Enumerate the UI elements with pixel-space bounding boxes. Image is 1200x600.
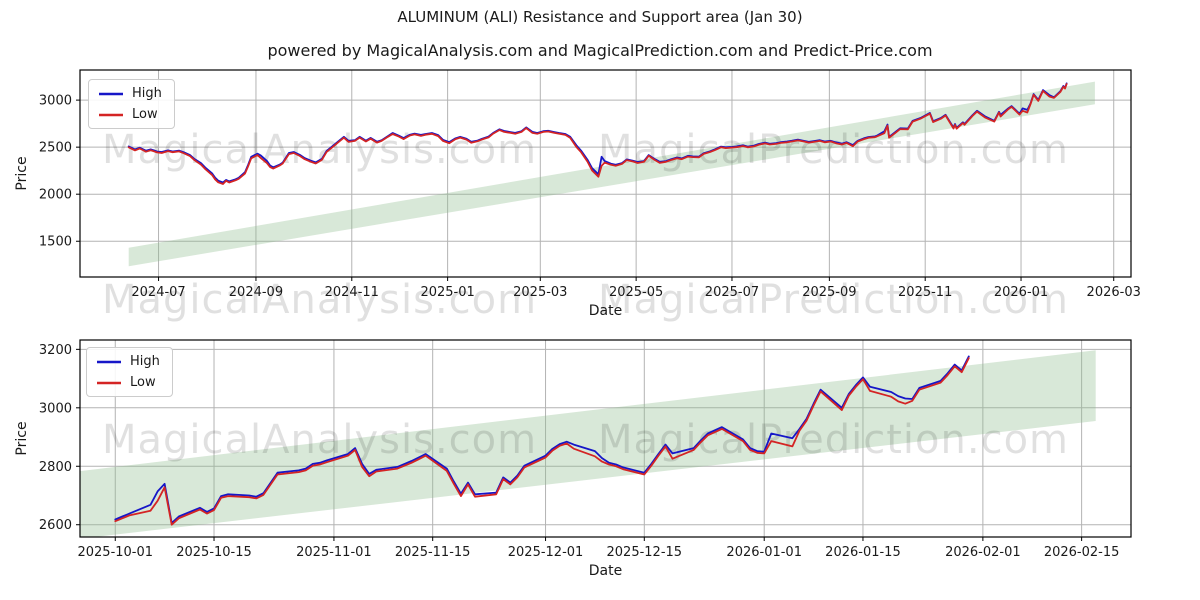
x-tick-label: 2025-10-15 [176, 545, 252, 560]
legend-entry-low: Low [98, 107, 162, 122]
low-series-line [127, 83, 1068, 185]
y-axis-label: Price [14, 156, 30, 190]
y-tick-label: 2800 [39, 460, 72, 475]
legend-entry-high: High [98, 86, 162, 101]
watermark-analysis: MagicalAnalysis.com [102, 417, 538, 463]
y-tick-label: 2600 [39, 518, 72, 533]
page-title: ALUMINUM (ALI) Resistance and Support ar… [397, 8, 803, 26]
x-tick-label: 2025-12-15 [607, 545, 683, 560]
axes-spines [79, 339, 1132, 538]
x-tick-label: 2026-01 [994, 285, 1048, 300]
bottom-chart-data: 2025-10-01 2025-10-15 2025-11-01 2025-11-15… [14, 339, 1132, 579]
legend-label-low: Low [130, 375, 156, 390]
x-tick-label: 2025-11-15 [395, 545, 471, 560]
low-line-sample-icon [97, 381, 121, 384]
x-tick-label: 2024-11 [325, 285, 379, 300]
x-tick-label: 2025-07 [705, 285, 759, 300]
legend-bottom-chart: High Low [86, 347, 173, 397]
x-tick-label: 2025-11 [898, 285, 952, 300]
x-tick-label: 2025-12-01 [508, 545, 584, 560]
top-chart-base [80, 70, 1131, 277]
x-tick-label: 2025-01 [420, 285, 474, 300]
x-axis-label: Date [589, 563, 622, 579]
high-line-sample-icon [97, 360, 121, 363]
low-series-line [114, 357, 970, 526]
legend-entry-low: Low [96, 375, 160, 390]
y-tick-label: 1500 [39, 235, 72, 250]
high-line-sample-icon [99, 92, 123, 95]
x-tick-label: 2026-01-01 [726, 545, 802, 560]
y-tick-label: 2500 [39, 141, 72, 156]
x-tick-label: 2026-03 [1087, 285, 1141, 300]
legend-label-low: Low [132, 107, 158, 122]
watermark-prediction: MagicalPrediction.com [598, 127, 1069, 173]
x-tick-label: 2024-07 [131, 285, 185, 300]
x-axis-label: Date [589, 303, 622, 319]
x-tick-label: 2025-09 [802, 285, 856, 300]
legend-top-chart: High Low [88, 79, 175, 129]
x-tick-label: 2026-02-15 [1044, 545, 1120, 560]
y-tick-label: 3000 [39, 401, 72, 416]
watermark-prediction: MagicalPrediction.com [598, 277, 1069, 323]
y-tick-label: 3000 [39, 94, 72, 109]
y-tick-label: 3200 [39, 343, 72, 358]
y-tick-label: 2000 [39, 188, 72, 203]
legend-label-high: High [132, 86, 162, 101]
x-tick-label: 2025-11-01 [296, 545, 372, 560]
high-series-line [127, 82, 1068, 184]
legend-entry-high: High [96, 354, 160, 369]
x-tick-label: 2025-10-01 [77, 545, 153, 560]
y-axis-label: Price [14, 421, 30, 455]
x-tick-label: 2026-01-15 [825, 545, 901, 560]
x-tick-label: 2024-09 [229, 285, 283, 300]
watermark-prediction: MagicalPrediction.com [598, 417, 1069, 463]
top-chart-data: 2024-07 2024-09 2024-11 2025-01 2025-03 2025-… [14, 69, 1141, 319]
x-tick-label: 2025-05 [609, 285, 663, 300]
support-resistance-band [128, 81, 1095, 267]
watermark-analysis: MagicalAnalysis.com [102, 127, 538, 173]
x-tick-label: 2026-02-01 [945, 545, 1021, 560]
page-subtitle: powered by MagicalAnalysis.com and Magic… [267, 41, 933, 60]
legend-label-high: High [130, 354, 160, 369]
low-line-sample-icon [99, 113, 123, 116]
x-tick-label: 2025-03 [513, 285, 567, 300]
watermark-analysis: MagicalAnalysis.com [102, 277, 538, 323]
high-series-line [114, 355, 970, 524]
axes-spines [79, 69, 1132, 278]
